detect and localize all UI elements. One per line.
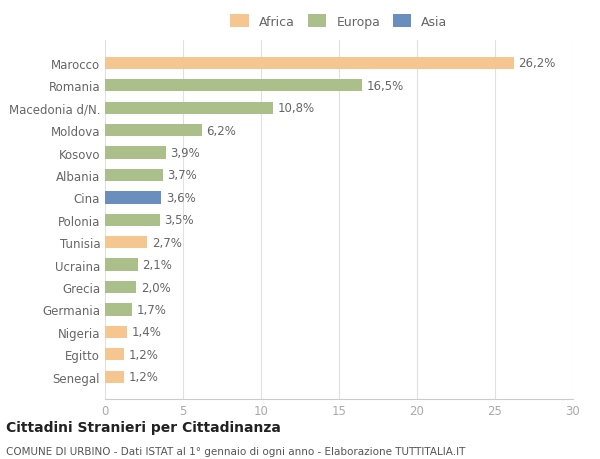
Text: Cittadini Stranieri per Cittadinanza: Cittadini Stranieri per Cittadinanza	[6, 420, 281, 434]
Text: 2,7%: 2,7%	[152, 236, 182, 249]
Text: 6,2%: 6,2%	[206, 124, 236, 137]
Bar	[105, 281, 136, 294]
Text: 3,5%: 3,5%	[164, 214, 194, 227]
Text: 2,1%: 2,1%	[142, 258, 172, 272]
Bar	[105, 348, 124, 361]
Text: 3,7%: 3,7%	[167, 169, 197, 182]
Text: 16,5%: 16,5%	[367, 79, 404, 93]
Bar	[105, 192, 161, 204]
Bar	[105, 236, 147, 249]
Text: COMUNE DI URBINO - Dati ISTAT al 1° gennaio di ogni anno - Elaborazione TUTTITAL: COMUNE DI URBINO - Dati ISTAT al 1° genn…	[6, 446, 466, 456]
Bar	[105, 371, 124, 383]
Text: 26,2%: 26,2%	[518, 57, 556, 70]
Text: 1,2%: 1,2%	[128, 370, 158, 383]
Bar	[105, 304, 131, 316]
Text: 3,6%: 3,6%	[166, 191, 196, 204]
Text: 3,9%: 3,9%	[170, 147, 200, 160]
Bar	[105, 259, 138, 271]
Legend: Africa, Europa, Asia: Africa, Europa, Asia	[230, 15, 448, 29]
Bar	[105, 147, 166, 159]
Bar	[105, 125, 202, 137]
Text: 1,2%: 1,2%	[128, 348, 158, 361]
Bar	[105, 214, 160, 226]
Bar	[105, 169, 163, 182]
Bar	[105, 102, 274, 115]
Bar	[105, 326, 127, 338]
Text: 10,8%: 10,8%	[278, 102, 315, 115]
Text: 1,4%: 1,4%	[131, 326, 161, 339]
Bar	[105, 57, 514, 70]
Bar	[105, 80, 362, 92]
Text: 2,0%: 2,0%	[141, 281, 170, 294]
Text: 1,7%: 1,7%	[136, 303, 166, 316]
